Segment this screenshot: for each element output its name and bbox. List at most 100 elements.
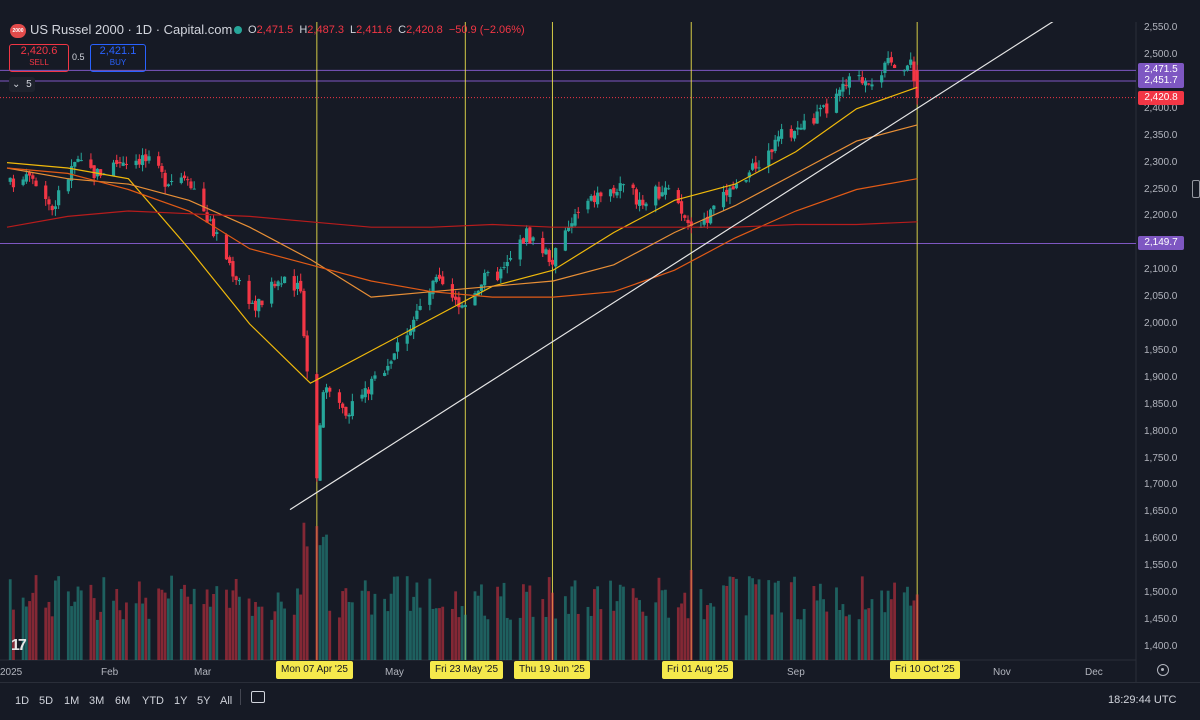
candle-body xyxy=(599,192,603,197)
candle-body xyxy=(412,319,416,332)
candle-body xyxy=(596,192,600,205)
candle-body xyxy=(544,249,548,255)
candle-body xyxy=(31,175,35,179)
ohlc-readout: O2,471.5 H2,487.3 L2,411.6 C2,420.8 −50.… xyxy=(248,24,528,36)
volume-bar xyxy=(21,597,25,660)
candle-body xyxy=(573,214,577,226)
volume-bar xyxy=(664,589,667,660)
date-marker-jun19: Thu 19 Jun '25 xyxy=(514,661,590,679)
candle-body xyxy=(47,199,51,205)
volume-bar xyxy=(50,616,54,660)
volume-bar xyxy=(428,578,432,660)
symbol-title[interactable]: US Russel 2000 · 1D · Capital.com xyxy=(30,22,233,37)
volume-bar xyxy=(54,580,57,660)
y-tick-label: 2,050.0 xyxy=(1144,291,1178,303)
volume-bar xyxy=(622,586,625,660)
volume-bar xyxy=(906,586,909,660)
low-label: L xyxy=(350,24,357,36)
volume-bar xyxy=(796,619,800,660)
buy-label: BUY xyxy=(109,58,127,67)
candle-body xyxy=(224,234,229,260)
candle-body xyxy=(818,107,822,110)
volume-bar xyxy=(134,603,138,660)
candle-body xyxy=(731,186,735,190)
x-tick-may: May xyxy=(385,667,404,678)
candle-body xyxy=(521,238,526,244)
volume-bar xyxy=(415,582,419,660)
volume-bar xyxy=(457,617,461,660)
volume-bar xyxy=(683,592,687,660)
candle-body xyxy=(867,83,871,85)
y-tick-label: 2,250.0 xyxy=(1144,183,1178,195)
range-ytd[interactable]: YTD xyxy=(142,695,164,707)
candle-body xyxy=(179,177,183,183)
sell-button[interactable]: 2,420.6 SELL xyxy=(9,44,69,72)
candle-body xyxy=(757,167,761,169)
candle-body xyxy=(121,162,125,166)
volume-bar xyxy=(735,578,738,660)
volume-bar xyxy=(179,588,183,660)
candle-body xyxy=(321,392,325,428)
volume-bar xyxy=(641,611,645,660)
range-5y[interactable]: 5Y xyxy=(197,695,211,707)
price-badge: 2,149.7 xyxy=(1138,236,1184,251)
candle-body xyxy=(11,178,16,188)
candle-body xyxy=(215,232,219,234)
candle-body xyxy=(812,118,816,124)
volume-bar xyxy=(822,599,825,660)
gear-icon[interactable] xyxy=(1157,664,1169,676)
candle-body xyxy=(98,169,103,176)
range-5d[interactable]: 5D xyxy=(39,695,54,707)
candle-body xyxy=(847,76,851,88)
indicator-count: 5 xyxy=(26,79,32,90)
volume-bar xyxy=(57,576,61,660)
candle-body xyxy=(328,387,332,392)
volume-bar xyxy=(409,610,412,660)
x-tick-sep: Sep xyxy=(787,667,805,678)
candle-body xyxy=(457,297,461,308)
volume-bar xyxy=(292,614,296,660)
range-all[interactable]: All xyxy=(220,695,233,707)
candle-body xyxy=(789,128,793,138)
moving-average-line xyxy=(6,124,918,298)
range-6m[interactable]: 6M xyxy=(115,695,131,707)
candle-body xyxy=(276,281,280,287)
candle-body xyxy=(883,62,887,73)
candle-body xyxy=(634,189,638,205)
spread-value: 0.5 xyxy=(72,52,85,62)
candle-body xyxy=(767,150,771,166)
volume-bar xyxy=(499,596,503,660)
candle-body xyxy=(392,353,396,360)
volume-bar xyxy=(686,618,690,660)
volume-bar xyxy=(841,604,845,660)
candle-body xyxy=(21,179,25,185)
candle-body xyxy=(499,269,503,279)
volume-bar xyxy=(599,609,603,660)
candle-body xyxy=(870,84,874,87)
volume-bar xyxy=(189,604,193,660)
range-1d[interactable]: 1D xyxy=(15,695,30,707)
candle-body xyxy=(902,70,906,72)
close-label: C xyxy=(398,24,407,36)
open-label: O xyxy=(248,24,257,36)
candle-body xyxy=(528,227,532,244)
range-3m[interactable]: 3M xyxy=(89,695,105,707)
indicator-collapse-toggle[interactable]: ⌄ 5 xyxy=(9,77,35,92)
volume-bar xyxy=(864,609,867,660)
candle-body xyxy=(115,160,119,165)
volume-bar xyxy=(547,577,551,660)
scroll-handle[interactable] xyxy=(1192,180,1200,198)
utc-clock[interactable]: 18:29:44 UTC xyxy=(1108,694,1177,706)
volume-bar xyxy=(8,579,12,660)
candle-body xyxy=(621,184,626,186)
volume-bar xyxy=(157,588,161,660)
range-1y[interactable]: 1Y xyxy=(174,695,188,707)
volume-bar xyxy=(115,589,119,660)
volume-bar xyxy=(660,590,664,660)
buy-button[interactable]: 2,421.1 BUY xyxy=(90,44,146,72)
range-1m[interactable]: 1M xyxy=(64,695,80,707)
volume-bar xyxy=(302,522,306,660)
calendar-icon[interactable] xyxy=(251,691,265,703)
candle-body xyxy=(612,187,616,194)
